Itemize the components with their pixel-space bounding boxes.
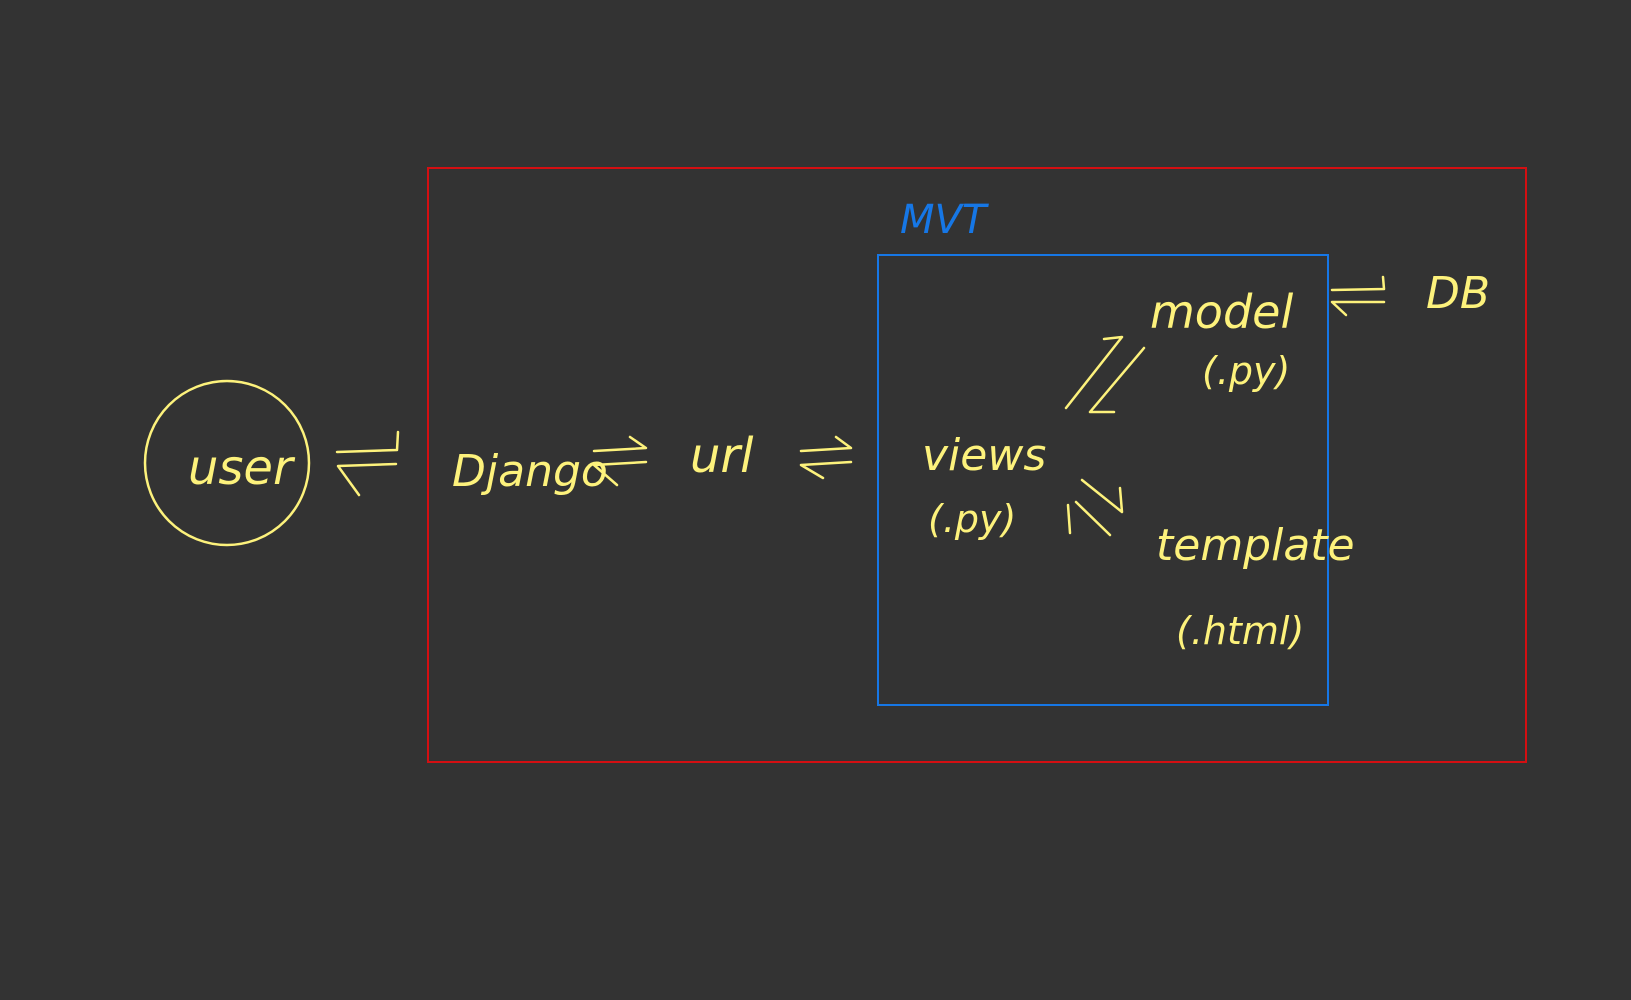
model-db-arrow: [1330, 275, 1386, 317]
user-django-arrow: [335, 430, 400, 497]
template-ext-label: (.html): [1176, 609, 1304, 653]
db-label: DB: [1426, 268, 1490, 319]
user-label: user: [188, 440, 296, 496]
views-model-arrow: [1064, 335, 1146, 414]
django-label: Django: [452, 446, 608, 497]
user-circle: [143, 379, 311, 547]
views-template-arrow: [1066, 478, 1124, 537]
model-label: model: [1150, 285, 1293, 339]
url-views-arrow: [799, 435, 853, 480]
template-label: template: [1156, 520, 1355, 571]
django-url-arrow: [592, 435, 648, 487]
django-boundary-box: [427, 167, 1527, 763]
url-label: url: [690, 428, 754, 484]
mvt-label: MVT: [900, 197, 990, 243]
mvt-boundary-box: [877, 254, 1329, 706]
model-ext-label: (.py): [1202, 349, 1290, 393]
views-ext-label: (.py): [928, 497, 1016, 541]
views-label: views: [922, 430, 1046, 481]
